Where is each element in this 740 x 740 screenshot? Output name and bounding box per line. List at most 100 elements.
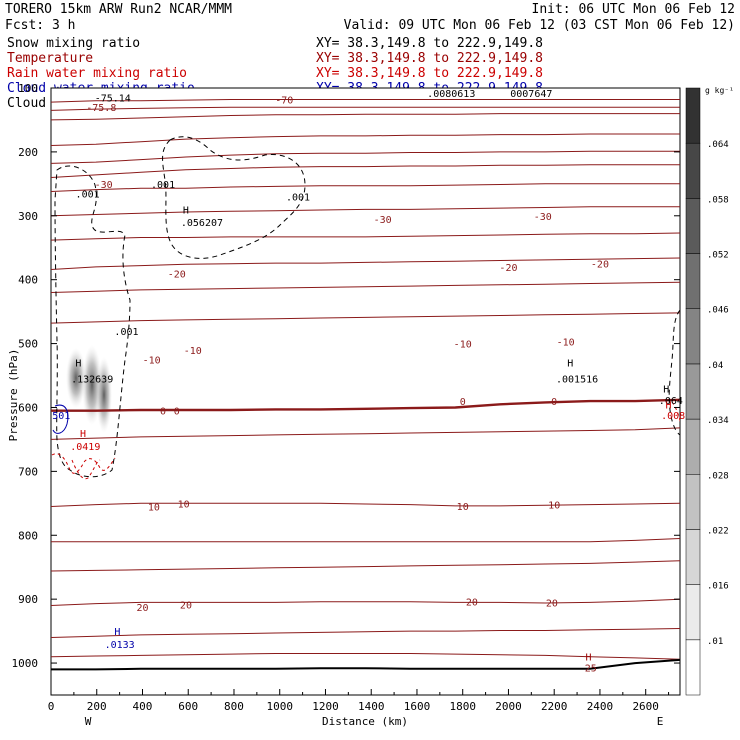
temperature-contour-label: 0 xyxy=(160,407,166,418)
isotherm-line xyxy=(51,150,680,164)
snow-shading xyxy=(66,348,86,408)
colorbar-label: .01 xyxy=(707,637,723,647)
isotherm-line xyxy=(51,598,680,606)
ice-contour xyxy=(162,136,306,259)
west-label: W xyxy=(85,715,92,728)
temperature-contour-label: 20 xyxy=(136,603,148,614)
colorbar-swatch xyxy=(685,87,701,144)
colorbar-swatch xyxy=(685,198,701,254)
isotherm-line xyxy=(51,398,680,412)
isotherm-line xyxy=(51,628,680,638)
x-tick-label: 1000 xyxy=(266,700,293,713)
extremum-label: .056207 xyxy=(181,218,223,229)
y-tick-label: 1000 xyxy=(12,657,39,670)
east-label: E xyxy=(657,715,664,728)
snow-shading xyxy=(96,357,112,433)
header-model: TORERO 15km ARW Run2 NCAR/MMM xyxy=(5,2,232,17)
y-tick-label: 800 xyxy=(18,529,38,542)
y-tick-label: 600 xyxy=(18,401,38,414)
x-tick-label: 2000 xyxy=(495,700,522,713)
temperature-contour-label: 10 xyxy=(178,499,190,510)
temperature-contour-label: -10 xyxy=(454,340,472,351)
legend-label: Temperature xyxy=(7,51,93,66)
temperature-contour-label: -10 xyxy=(184,346,202,357)
x-tick-label: 2400 xyxy=(587,700,614,713)
y-tick-label: 100 xyxy=(18,82,38,95)
colorbar-swatch xyxy=(685,529,701,585)
temperature-contour-label: -20 xyxy=(499,263,517,274)
rain-contour xyxy=(671,401,680,423)
y-tick-label: 200 xyxy=(18,146,38,159)
extremum-label: -75.14 xyxy=(95,94,131,105)
isotherm-line xyxy=(51,99,680,103)
colorbar-label: .046 xyxy=(707,306,729,316)
x-tick-label: 1400 xyxy=(358,700,385,713)
x-tick-label: 0 xyxy=(48,700,55,713)
plot-frame xyxy=(50,87,681,696)
legend-label: Rain water mixing ratio xyxy=(7,66,187,81)
isotherm-line xyxy=(51,502,680,507)
x-axis-label: Distance (km) xyxy=(322,715,408,728)
isotherm-line xyxy=(51,257,680,270)
extremum-label: .001516 xyxy=(556,375,598,386)
colorbar-swatch xyxy=(685,308,701,365)
colorbar-label: .058 xyxy=(707,195,729,205)
colorbar-label: .028 xyxy=(707,471,729,481)
temperature-contour-label: -30 xyxy=(95,180,113,191)
isotherm-line xyxy=(51,133,680,146)
isotherm-line xyxy=(51,427,680,440)
isotherm-line xyxy=(51,312,680,324)
temperature-contour-label: 0 xyxy=(460,397,466,408)
legend-label: Snow mixing ratio xyxy=(7,36,140,51)
colorbar-label: .034 xyxy=(707,416,729,426)
colorbar-swatch xyxy=(685,363,701,420)
ice-contour-label: .001 xyxy=(151,180,175,191)
extremum-label: H xyxy=(80,429,86,440)
colorbar-label: .064 xyxy=(707,140,729,150)
extremum-label: 0007647 xyxy=(510,89,552,100)
temperature-contour-label: -70 xyxy=(275,96,293,107)
x-tick-label: 400 xyxy=(133,700,153,713)
temperature-contour-label: 10 xyxy=(148,503,160,514)
colorbar: .01 .016 .022 .028 .034 .04 .046 .052 .058 .064 xyxy=(685,87,729,696)
header-init: Init: 06 UTC Mon 06 Feb 12 xyxy=(532,2,736,17)
extremum-label: H xyxy=(183,205,189,216)
colorbar-swatch xyxy=(685,584,701,641)
extremum-label: H xyxy=(114,627,120,638)
colorbar-unit: g kg⁻¹ xyxy=(705,86,734,95)
x-tick-label: 2600 xyxy=(632,700,659,713)
rain-contour xyxy=(51,453,116,474)
isotherm-line xyxy=(51,232,680,241)
isotherm-line xyxy=(51,538,680,543)
isotherm-line xyxy=(51,560,680,572)
isotherm-line xyxy=(51,653,680,660)
temperature-contour-label: -30 xyxy=(534,212,552,223)
colorbar-swatch xyxy=(685,639,701,696)
extremum-label: H xyxy=(666,400,672,411)
x-tick-label: 200 xyxy=(87,700,107,713)
isotherm-line xyxy=(51,183,680,192)
ice-contour xyxy=(668,309,680,436)
temperature-contour-label: -20 xyxy=(168,269,186,280)
y-tick-label: 500 xyxy=(18,338,38,351)
extremum-label: H xyxy=(75,359,81,370)
legend-xy: XY= 38.3,149.8 to 222.9,149.8 xyxy=(316,51,543,66)
temperature-contour-label: -20 xyxy=(591,260,609,271)
extremum-label: H xyxy=(567,359,573,370)
ice-contour-label: .001 xyxy=(286,193,310,204)
temperature-contour-label: 20 xyxy=(546,598,558,609)
x-tick-label: 2200 xyxy=(541,700,568,713)
cloud-water-contour xyxy=(52,404,69,434)
temperature-contour-label: 25 xyxy=(585,664,597,675)
x-tick-label: 1600 xyxy=(404,700,431,713)
isotherm-line xyxy=(51,113,680,121)
y-tick-label: 300 xyxy=(18,210,38,223)
extremum-label: .008 xyxy=(661,411,685,422)
extremum-label: .0080613 xyxy=(427,89,475,100)
temperature-contour-label: 0 xyxy=(174,407,180,418)
terrain-line xyxy=(51,658,680,671)
y-tick-label: 900 xyxy=(18,593,38,606)
temperature-contour-label: -75.8 xyxy=(86,103,116,114)
